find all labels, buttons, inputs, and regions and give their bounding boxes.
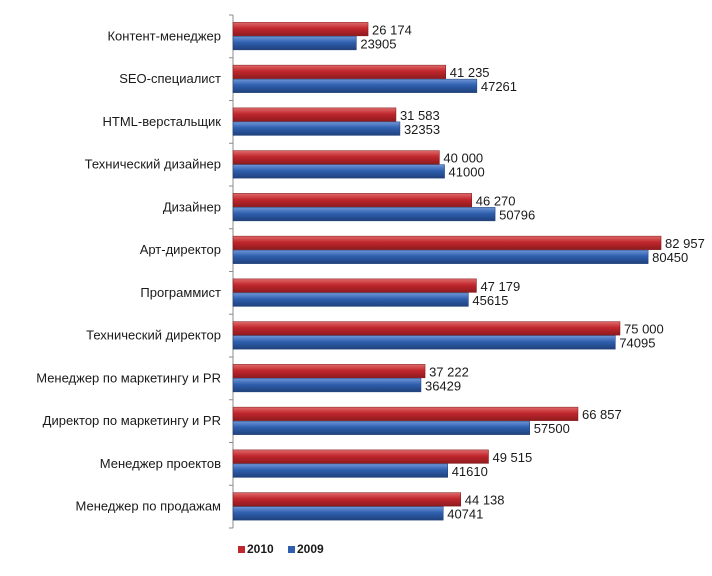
bar-2010-3 bbox=[232, 150, 440, 165]
bar-2010-5 bbox=[232, 235, 662, 250]
bar-2009-3 bbox=[232, 164, 445, 179]
bar-2009-11 bbox=[232, 506, 444, 521]
value-label: 41 235 bbox=[450, 65, 490, 80]
value-label: 37 222 bbox=[429, 364, 469, 379]
bar-2009-0 bbox=[232, 36, 357, 51]
value-label: 75 000 bbox=[624, 322, 664, 337]
category-label: Менеджер проектов bbox=[100, 456, 221, 471]
category-label: Менеджер по продажам bbox=[76, 499, 222, 514]
category-label: SEO-специалист bbox=[119, 71, 221, 86]
bars-layer bbox=[229, 14, 662, 529]
bar-2009-4 bbox=[232, 207, 496, 222]
value-label: 41610 bbox=[452, 464, 488, 479]
bar-2010-10 bbox=[232, 449, 489, 464]
bar-2010-11 bbox=[232, 492, 462, 507]
value-label: 40741 bbox=[447, 507, 483, 522]
category-label: Технический директор bbox=[86, 328, 221, 343]
value-label: 40 000 bbox=[443, 151, 483, 166]
category-label: Менеджер по маркетингу и PR bbox=[36, 370, 221, 385]
value-label: 47261 bbox=[481, 79, 517, 94]
category-label: HTML-верстальщик bbox=[103, 114, 222, 129]
bar-2010-2 bbox=[232, 107, 397, 122]
bar-2009-5 bbox=[232, 249, 649, 264]
value-label: 32353 bbox=[404, 122, 440, 137]
value-label: 50796 bbox=[499, 207, 535, 222]
value-label: 44 138 bbox=[465, 493, 505, 508]
bar-2010-4 bbox=[232, 193, 473, 208]
legend-label-2009: 2009 bbox=[297, 542, 324, 556]
value-label: 36429 bbox=[425, 378, 461, 393]
bar-2010-8 bbox=[232, 364, 426, 379]
legend-swatch-2010 bbox=[238, 546, 245, 553]
value-label: 41000 bbox=[449, 165, 485, 180]
bar-2010-7 bbox=[232, 321, 621, 336]
category-label: Контент-менеджер bbox=[107, 28, 221, 43]
category-label: Арт-директор bbox=[140, 242, 221, 257]
category-label: Директор по маркетингу и PR bbox=[43, 413, 221, 428]
value-label: 47 179 bbox=[480, 279, 520, 294]
value-label: 26 174 bbox=[372, 22, 412, 37]
value-label: 49 515 bbox=[492, 450, 532, 465]
value-label: 74095 bbox=[619, 336, 655, 351]
value-label: 23905 bbox=[360, 36, 396, 51]
bar-2009-9 bbox=[232, 420, 530, 435]
bar-2010-6 bbox=[232, 278, 477, 293]
value-label: 57500 bbox=[534, 421, 570, 436]
legend: 2010 2009 bbox=[238, 542, 324, 556]
value-label: 66 857 bbox=[582, 407, 622, 422]
bar-2010-9 bbox=[232, 406, 579, 421]
legend-swatch-2009 bbox=[288, 546, 295, 553]
value-label: 46 270 bbox=[476, 193, 516, 208]
category-label: Дизайнер bbox=[163, 199, 221, 214]
legend-label-2010: 2010 bbox=[247, 542, 274, 556]
bar-2009-6 bbox=[232, 292, 469, 307]
bar-2009-10 bbox=[232, 463, 448, 478]
bar-2010-0 bbox=[232, 22, 369, 37]
value-label: 31 583 bbox=[400, 108, 440, 123]
bar-2009-1 bbox=[232, 78, 478, 93]
bar-2009-2 bbox=[232, 121, 401, 136]
value-label: 82 957 bbox=[665, 236, 705, 251]
bar-2009-7 bbox=[232, 335, 616, 350]
bar-2009-8 bbox=[232, 378, 422, 393]
value-label: 80450 bbox=[652, 250, 688, 265]
value-label: 45615 bbox=[472, 293, 508, 308]
category-label: Программист bbox=[140, 285, 221, 300]
bar-2010-1 bbox=[232, 64, 447, 79]
category-label: Технический дизайнер bbox=[85, 157, 221, 172]
